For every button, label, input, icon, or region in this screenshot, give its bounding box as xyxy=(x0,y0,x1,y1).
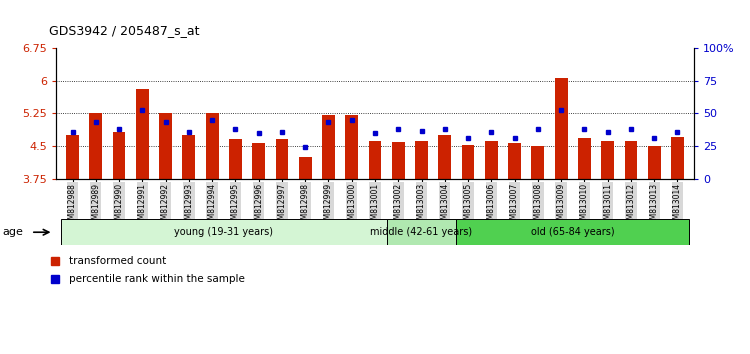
Bar xyxy=(345,115,358,179)
Bar xyxy=(485,141,498,179)
Bar xyxy=(625,141,638,179)
Bar xyxy=(229,139,242,179)
Text: percentile rank within the sample: percentile rank within the sample xyxy=(69,274,245,284)
Text: GDS3942 / 205487_s_at: GDS3942 / 205487_s_at xyxy=(49,24,200,37)
Bar xyxy=(555,78,568,179)
Bar xyxy=(439,135,452,179)
Text: transformed count: transformed count xyxy=(69,256,166,266)
Bar xyxy=(61,219,387,245)
Bar xyxy=(252,143,265,179)
Text: young (19-31 years): young (19-31 years) xyxy=(174,227,273,237)
Bar xyxy=(602,141,614,179)
Bar xyxy=(322,115,334,179)
Bar xyxy=(206,113,218,179)
Bar xyxy=(392,142,405,179)
Bar xyxy=(182,135,195,179)
Bar xyxy=(457,219,689,245)
Text: middle (42-61 years): middle (42-61 years) xyxy=(370,227,472,237)
Bar xyxy=(298,157,311,179)
Bar xyxy=(112,132,125,179)
Bar xyxy=(275,139,288,179)
Bar xyxy=(671,137,684,179)
Bar xyxy=(416,141,428,179)
Bar xyxy=(368,141,382,179)
Bar xyxy=(578,138,591,179)
Text: age: age xyxy=(3,227,24,237)
Bar xyxy=(136,89,148,179)
Bar xyxy=(462,145,475,179)
Bar xyxy=(509,143,521,179)
Bar xyxy=(648,146,661,179)
Bar xyxy=(89,113,102,179)
Text: old (65-84 years): old (65-84 years) xyxy=(531,227,614,237)
Bar xyxy=(66,135,79,179)
Bar xyxy=(387,219,457,245)
Bar xyxy=(159,113,172,179)
Bar xyxy=(532,146,544,179)
